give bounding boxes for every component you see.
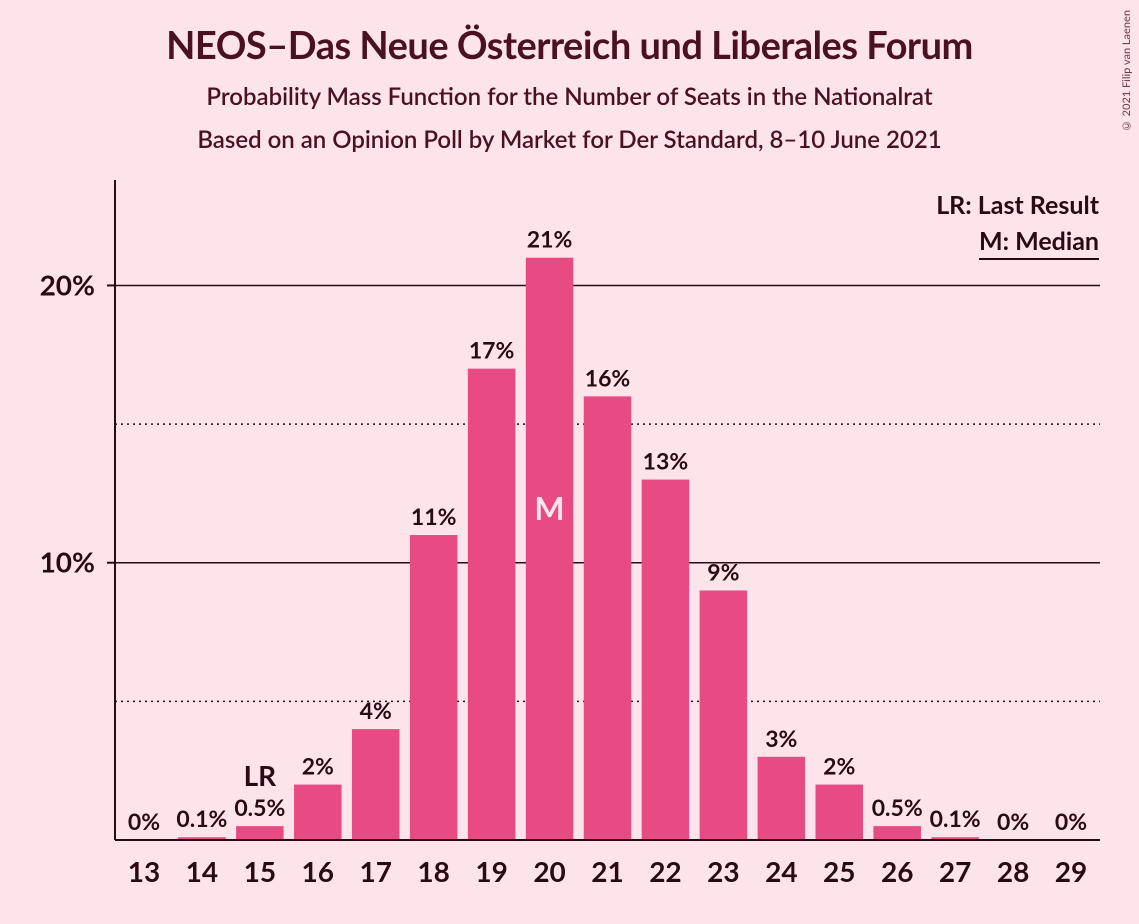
bar-value-label: 0.1% bbox=[176, 804, 227, 832]
x-tick-label: 22 bbox=[649, 854, 681, 888]
bar bbox=[584, 396, 632, 840]
bar-value-label: 0.1% bbox=[930, 804, 981, 832]
bar-value-label: 0.5% bbox=[872, 793, 923, 821]
bar-value-label: 0.5% bbox=[234, 793, 285, 821]
x-tick-label: 21 bbox=[591, 854, 623, 888]
x-tick-label: 28 bbox=[997, 854, 1029, 888]
bar bbox=[642, 480, 690, 840]
x-tick-label: 25 bbox=[823, 854, 855, 888]
x-tick-label: 17 bbox=[359, 854, 391, 888]
bar bbox=[526, 258, 574, 840]
bar-value-label: 2% bbox=[823, 752, 855, 780]
bar bbox=[816, 785, 864, 840]
lr-marker: LR bbox=[244, 758, 278, 792]
y-tick-label: 20% bbox=[40, 267, 95, 301]
x-tick-label: 27 bbox=[939, 854, 971, 888]
x-tick-label: 13 bbox=[128, 854, 160, 888]
bar bbox=[700, 590, 748, 840]
x-tick-label: 18 bbox=[417, 854, 449, 888]
x-tick-label: 15 bbox=[244, 854, 276, 888]
bar-value-label: 21% bbox=[527, 225, 573, 253]
bar bbox=[352, 729, 400, 840]
pmf-bar-chart: 10% 20% 0% 13 0.1% 14 0.5% 15 2% 16 4% 17 11% 18 17% 19… bbox=[0, 0, 1139, 924]
bar-value-label: 2% bbox=[302, 752, 334, 780]
x-tick-label: 16 bbox=[302, 854, 334, 888]
bar-value-label: 0% bbox=[997, 807, 1029, 835]
bar-value-label: 17% bbox=[469, 336, 515, 364]
bar bbox=[758, 757, 806, 840]
bar bbox=[236, 826, 284, 840]
x-tick-label: 20 bbox=[533, 854, 565, 888]
bar bbox=[410, 535, 458, 840]
bar-value-label: 0% bbox=[128, 807, 160, 835]
median-marker: M bbox=[534, 488, 564, 527]
bar-value-label: 3% bbox=[765, 724, 797, 752]
bar-value-label: 16% bbox=[585, 363, 631, 391]
bar-value-label: 4% bbox=[360, 696, 392, 724]
x-tick-label: 29 bbox=[1055, 854, 1087, 888]
bar bbox=[468, 369, 516, 840]
bar-value-label: 11% bbox=[411, 502, 457, 530]
x-tick-label: 19 bbox=[475, 854, 507, 888]
bar-value-label: 9% bbox=[707, 557, 739, 585]
bar-value-label: 0% bbox=[1055, 807, 1087, 835]
x-tick-label: 14 bbox=[186, 854, 218, 888]
x-tick-label: 24 bbox=[765, 854, 797, 888]
x-tick-label: 26 bbox=[881, 854, 913, 888]
y-tick-label: 10% bbox=[40, 545, 95, 579]
bar bbox=[873, 826, 921, 840]
bar bbox=[294, 785, 342, 840]
bar-value-label: 13% bbox=[643, 447, 689, 475]
x-tick-label: 23 bbox=[707, 854, 739, 888]
